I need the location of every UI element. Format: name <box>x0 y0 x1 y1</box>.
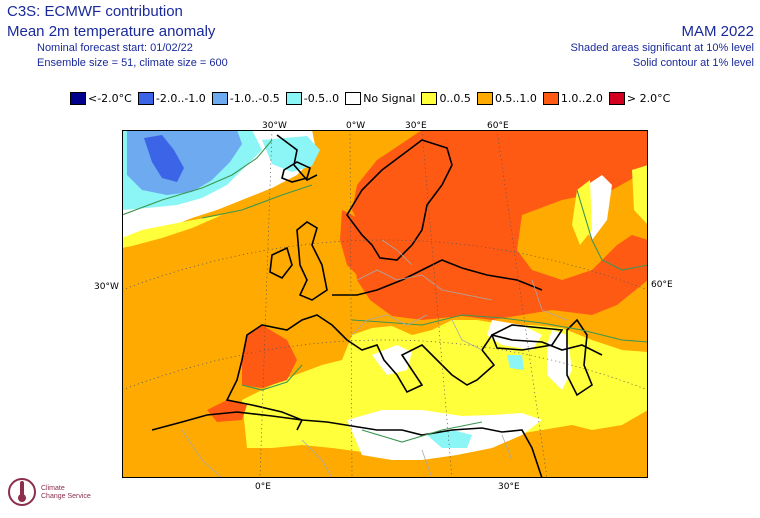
weak-positive-region-east-edge <box>632 165 648 225</box>
legend-item: 0..0.5 <box>421 92 471 105</box>
warm-anomaly-region-northwest-africa <box>207 400 247 422</box>
legend-item: No Signal <box>345 92 415 105</box>
warm-anomaly-region-central-europe <box>340 210 377 280</box>
legend-item: -2.0..-1.0 <box>137 92 206 105</box>
legend-label: 1.0..2.0 <box>560 92 603 105</box>
legend-label: No Signal <box>363 92 416 105</box>
grid-label-bottom-0e: 0°E <box>255 482 271 492</box>
copernicus-logo: Climate Change Service <box>8 478 91 506</box>
ensemble-size-text: Ensemble size = 51, climate size = 600 <box>37 57 228 69</box>
legend-swatch <box>137 92 154 105</box>
no-signal-region-turkey <box>487 320 542 350</box>
no-signal-region-balkans <box>372 345 412 375</box>
coastline-iceland <box>281 161 311 183</box>
product-title: C3S: ECMWF contribution <box>7 3 183 20</box>
grid-label-top-60e: 60°E <box>487 121 509 131</box>
country-borders <box>181 239 568 478</box>
legend-item: 1.0..2.0 <box>542 92 603 105</box>
coastline-continent <box>225 259 603 431</box>
legend-swatch <box>542 92 559 105</box>
cold-anomaly-region-libya <box>427 430 472 448</box>
weak-positive-region-mediterranean <box>242 320 648 455</box>
legend-item: 0.5..1.0 <box>476 92 537 105</box>
legend-item: <-2.0°C <box>70 92 132 105</box>
legend-swatch <box>70 92 86 105</box>
anomaly-map <box>122 130 648 478</box>
grid-label-left-30w: 30°W <box>94 282 119 292</box>
cold-anomaly-region-black-sea <box>507 355 524 370</box>
weak-positive-region-ural <box>572 180 592 245</box>
legend-label: 0.5..1.0 <box>494 92 537 105</box>
legend-label: <-2.0°C <box>88 92 132 105</box>
grid-label-top-0w: 0°W <box>346 121 366 131</box>
legend-swatch <box>211 92 228 105</box>
legend-item: > 2.0°C <box>608 92 671 105</box>
grid-label-bottom-30e: 30°E <box>498 482 520 492</box>
legend-swatch <box>285 92 302 105</box>
grid-label-top-30e: 30°E <box>405 121 427 131</box>
legend-label: -2.0..-1.0 <box>155 92 206 105</box>
legend-item: -0.5..0 <box>285 92 340 105</box>
coastline-africa <box>151 411 543 478</box>
warm-anomaly-region-east-europe <box>352 130 648 320</box>
color-legend: <-2.0°C -2.0..-1.0 -1.0..-0.5 -0.5..0 No Sig… <box>70 92 676 105</box>
coastline-ireland <box>269 246 293 280</box>
coastline-caspian <box>566 318 593 397</box>
legend-swatch <box>421 92 438 105</box>
contour-note: Solid contour at 1% level <box>632 57 754 69</box>
warm-anomaly-region-iberia <box>242 325 297 388</box>
grid-label-right-60e: 60°E <box>651 280 673 290</box>
legend-item: -1.0..-0.5 <box>211 92 280 105</box>
strong-cold-anomaly-region <box>144 135 184 182</box>
coastline-scandinavia <box>346 139 453 261</box>
coastline-greenland <box>276 134 318 181</box>
no-signal-region-caspian <box>547 330 572 390</box>
shading-note: Shaded areas significant at 10% level <box>570 42 754 54</box>
legend-label: 0..0.5 <box>439 92 471 105</box>
coastline-black-sea <box>490 324 564 351</box>
legend-swatch <box>345 92 362 105</box>
coastline-uk <box>296 221 328 301</box>
grid-label-top-30w: 30°W <box>262 121 287 131</box>
legend-label: > 2.0°C <box>626 92 671 105</box>
variable-title: Mean 2m temperature anomaly <box>7 23 216 40</box>
legend-label: -1.0..-0.5 <box>229 92 280 105</box>
forecast-start-text: Nominal forecast start: 01/02/22 <box>37 42 193 54</box>
graticule <box>122 130 648 478</box>
logo-text-line1: Climate <box>41 485 65 492</box>
season-label: MAM 2022 <box>681 23 754 40</box>
significance-contour <box>122 139 648 443</box>
legend-label: -0.5..0 <box>303 92 340 105</box>
cold-anomaly-region-iceland <box>262 136 320 172</box>
legend-swatch <box>476 92 493 105</box>
legend-swatch <box>608 92 625 105</box>
weak-positive-region-atlantic <box>122 215 222 248</box>
logo-text-line2: Change Service <box>41 493 91 500</box>
